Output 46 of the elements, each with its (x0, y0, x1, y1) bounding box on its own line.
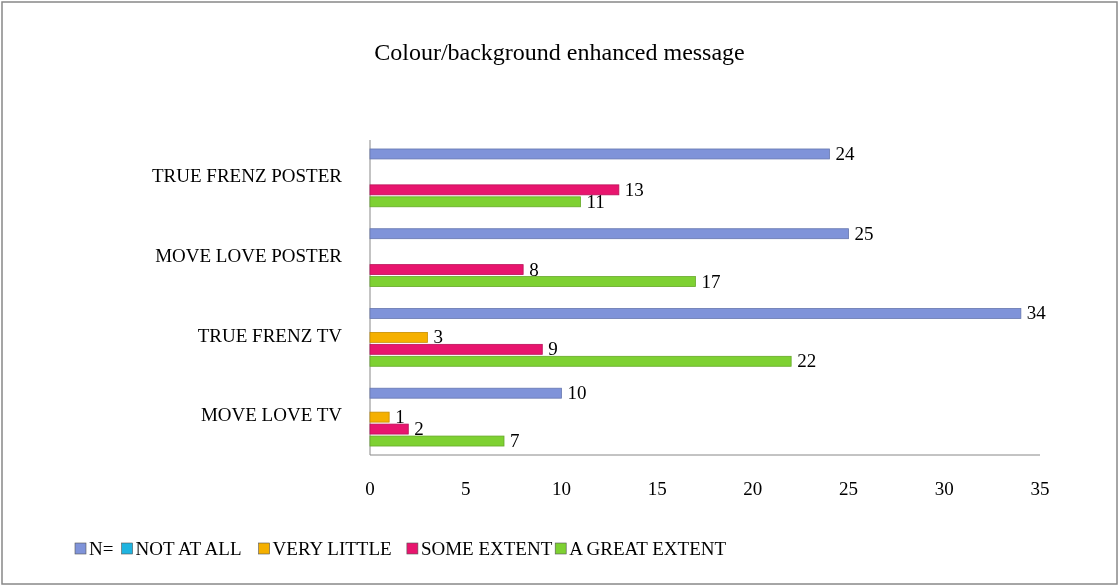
bar (369, 435, 505, 447)
data-label: 11 (586, 190, 605, 212)
data-label: 22 (797, 350, 817, 372)
data-label: 25 (854, 222, 874, 244)
y-tick-label: TRUE FRENZ POSTER (151, 165, 343, 187)
legend-label: VERY LITTLE (272, 538, 392, 559)
x-tick-label: 5 (460, 478, 471, 499)
x-tick-label: 15 (647, 478, 667, 499)
legend-label: N= (89, 538, 114, 559)
bar (369, 308, 1022, 319)
data-label: 10 (567, 382, 587, 404)
x-tick-label: 20 (743, 478, 763, 499)
bar (369, 196, 581, 208)
data-label: 8 (529, 258, 539, 280)
data-label: 13 (624, 178, 644, 200)
bar (369, 423, 409, 435)
bar (369, 276, 696, 287)
data-label: 24 (835, 142, 855, 164)
bar (369, 228, 849, 240)
data-label: 3 (433, 326, 443, 348)
legend-label: A GREAT EXTENT (569, 538, 727, 559)
legend-label: NOT AT ALL (135, 538, 242, 559)
data-label: 1 (395, 406, 405, 428)
data-label: 17 (701, 270, 721, 292)
x-tick-label: 25 (839, 478, 859, 499)
y-tick-label: MOVE LOVE TV (200, 404, 343, 426)
data-label: 9 (548, 338, 558, 360)
x-tick-label: 10 (551, 478, 571, 499)
y-tick-label: MOVE LOVE POSTER (155, 244, 343, 266)
data-label: 7 (510, 430, 520, 452)
legend-label: SOME EXTENT (420, 538, 553, 559)
data-label: 2 (414, 418, 424, 440)
bar (369, 148, 830, 160)
bar (369, 331, 428, 343)
x-tick-label: 0 (365, 478, 375, 499)
y-tick-label: TRUE FRENZ TV (197, 324, 343, 346)
bar (369, 264, 524, 275)
bar (369, 184, 620, 196)
bar (369, 387, 562, 399)
bar (369, 411, 390, 423)
chart-title: Colour/background enhanced message (374, 39, 745, 65)
data-label: 34 (1026, 302, 1047, 324)
x-tick-label: 30 (934, 478, 954, 499)
bar (369, 343, 543, 355)
x-tick-label: 35 (1030, 478, 1050, 499)
bar (369, 355, 792, 367)
